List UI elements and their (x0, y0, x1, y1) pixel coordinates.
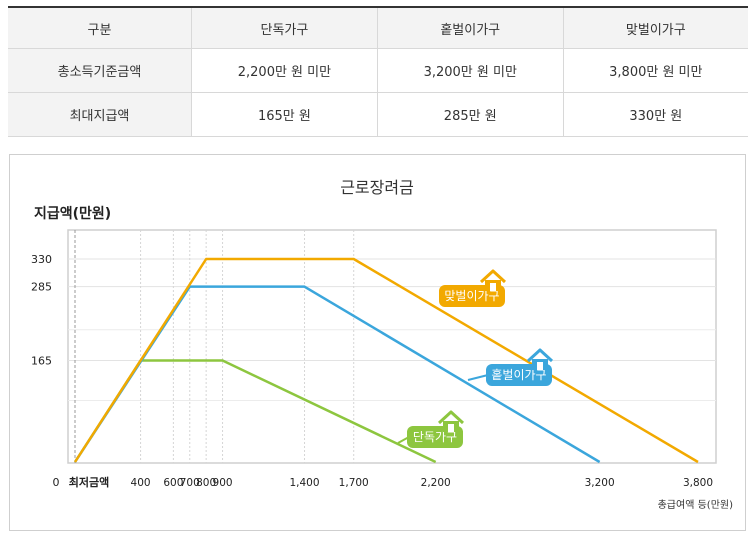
table-cell: 2,200만 원 미만 (191, 48, 378, 93)
table-row: 최대지급액 165만 원 285만 원 330만 원 (8, 92, 748, 137)
house-roof (437, 410, 465, 425)
house-door (537, 362, 543, 370)
header-dual-earner: 맞벌이가구 (563, 7, 748, 49)
house-icon (437, 410, 465, 432)
table-cell: 285만 원 (377, 92, 564, 137)
y-axis-label: 지급액(만원) (34, 205, 111, 222)
x-tick-label: 3,200 (585, 477, 615, 489)
row-label-max-payment: 최대지급액 (8, 92, 192, 137)
eitc-chart: 근로장려금 지급액(만원) 총급여액 등(만원) 단독가구홑벌이가구맞벌이가구 … (31, 178, 733, 511)
x-tick-label: 700 (180, 477, 200, 489)
table-row: 총소득기준금액 2,200만 원 미만 3,200만 원 미만 3,800만 원… (8, 48, 748, 93)
x-tick-label: 최저금액 (69, 475, 109, 489)
table-cell: 165만 원 (191, 92, 378, 137)
summary-table: 구분 단독가구 홑벌이가구 맞벌이가구 총소득기준금액 2,200만 원 미만 … (8, 6, 748, 137)
house-roof (526, 348, 554, 363)
header-one-earner: 홑벌이가구 (377, 7, 564, 49)
series-label: 맞벌이가구 (444, 289, 499, 303)
house-icon (526, 348, 554, 370)
x-tick-label: 1,700 (339, 477, 369, 489)
row-label-income-threshold: 총소득기준금액 (8, 48, 192, 93)
house-door (448, 424, 454, 432)
y-tick-label: 285 (31, 281, 52, 294)
table-cell: 330만 원 (563, 92, 748, 137)
header-category: 구분 (8, 7, 192, 49)
series-label: 홑벌이가구 (491, 368, 546, 382)
x-tick-label: 800 (196, 477, 216, 489)
x-tick-label: 0 (53, 476, 60, 489)
y-tick-label: 165 (31, 355, 52, 368)
x-tick-label: 1,400 (289, 477, 319, 489)
series-label: 단독가구 (413, 430, 457, 444)
header-single: 단독가구 (191, 7, 378, 49)
callout-line (467, 374, 489, 381)
x-tick-label: 900 (213, 477, 233, 489)
plot-frame (67, 229, 717, 464)
table-header-row: 구분 단독가구 홑벌이가구 맞벌이가구 (8, 7, 748, 49)
series-line-single (73, 359, 437, 464)
house-door (490, 283, 496, 291)
house-roof (479, 269, 507, 284)
y-tick-label: 330 (31, 253, 52, 266)
x-tick-label: 3,800 (683, 477, 713, 489)
x-tick-label: 600 (163, 477, 183, 489)
table-cell: 3,800만 원 미만 (563, 48, 748, 93)
series-line-dual_earner (73, 257, 699, 464)
chart-title: 근로장려금 (340, 178, 414, 197)
house-icon (479, 269, 507, 291)
x-tick-label: 400 (131, 477, 151, 489)
chart-panel: 근로장려금 지급액(만원) 총급여액 등(만원) 단독가구 홑벌이가구 맞벌이가구 … (9, 154, 746, 531)
x-tick-label: 2,200 (421, 477, 451, 489)
x-axis-label: 총급여액 등(만원) (658, 499, 733, 511)
table-cell: 3,200만 원 미만 (377, 48, 564, 93)
